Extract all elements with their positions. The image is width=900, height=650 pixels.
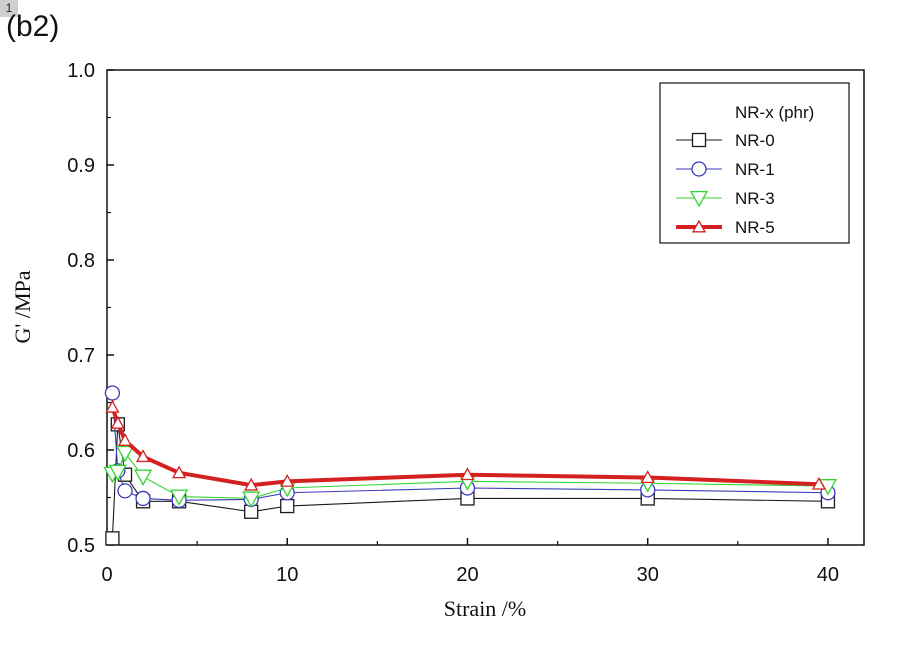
x-axis-label: Strain /% xyxy=(444,596,527,621)
x-tick-label: 40 xyxy=(817,564,839,586)
legend-title: NR-x (phr) xyxy=(735,103,814,122)
y-tick-label: 1.0 xyxy=(67,60,95,82)
y-axis-label: G' /MPa xyxy=(10,270,35,343)
data-point xyxy=(135,449,151,463)
data-point xyxy=(108,464,127,482)
legend-marker xyxy=(691,219,707,233)
legend-marker xyxy=(691,161,707,177)
data-point xyxy=(280,498,295,514)
legend: NR-x (phr) NR-0 NR-1 NR-3 NR-5 xyxy=(659,82,850,244)
data-point xyxy=(640,470,655,484)
data-point xyxy=(242,491,261,508)
panel-label: (b2) xyxy=(6,10,60,43)
data-point xyxy=(110,416,125,429)
data-point xyxy=(117,483,133,499)
y-tick-label: 0.6 xyxy=(67,440,95,462)
legend-marker xyxy=(689,190,709,208)
x-tick-label: 20 xyxy=(456,564,478,586)
data-point xyxy=(280,474,295,487)
data-point xyxy=(133,469,153,486)
legend-entry-nr-5: NR-5 xyxy=(676,218,775,237)
legend-label: NR-0 xyxy=(735,131,775,150)
data-point xyxy=(105,399,120,413)
legend-entry-nr-0: NR-0 xyxy=(676,131,775,150)
series-line xyxy=(112,452,828,500)
legend-marker xyxy=(691,132,707,148)
y-tick-label: 0.5 xyxy=(67,535,95,557)
legend-box xyxy=(659,82,850,244)
data-point xyxy=(811,476,827,490)
y-tick-label: 0.9 xyxy=(67,155,95,177)
data-point xyxy=(169,489,189,506)
series-layer xyxy=(103,385,838,546)
x-tick-label: 10 xyxy=(276,564,298,586)
legend-label: NR-5 xyxy=(735,218,775,237)
data-point xyxy=(135,490,151,507)
legend-entry-nr-3: NR-3 xyxy=(676,189,775,208)
legend-entry-nr-1: NR-1 xyxy=(676,160,775,179)
data-point xyxy=(117,433,133,446)
legend-label: NR-1 xyxy=(735,160,775,179)
series-line xyxy=(110,406,820,488)
series-line xyxy=(111,392,828,501)
y-tick-label: 0.8 xyxy=(67,250,95,272)
y-tick-label: 0.7 xyxy=(67,345,95,367)
data-point xyxy=(171,465,187,479)
x-tick-label: 30 xyxy=(637,564,659,586)
data-point xyxy=(460,467,475,481)
series-nr-1 xyxy=(104,385,836,509)
legend-label: NR-3 xyxy=(735,189,775,208)
data-point xyxy=(104,385,121,401)
series-nr-5 xyxy=(105,399,827,491)
data-point xyxy=(115,445,135,463)
data-point xyxy=(244,477,259,491)
x-tick-label: 0 xyxy=(101,564,112,586)
data-point xyxy=(105,531,120,546)
page-number-badge: 1 xyxy=(0,0,18,17)
